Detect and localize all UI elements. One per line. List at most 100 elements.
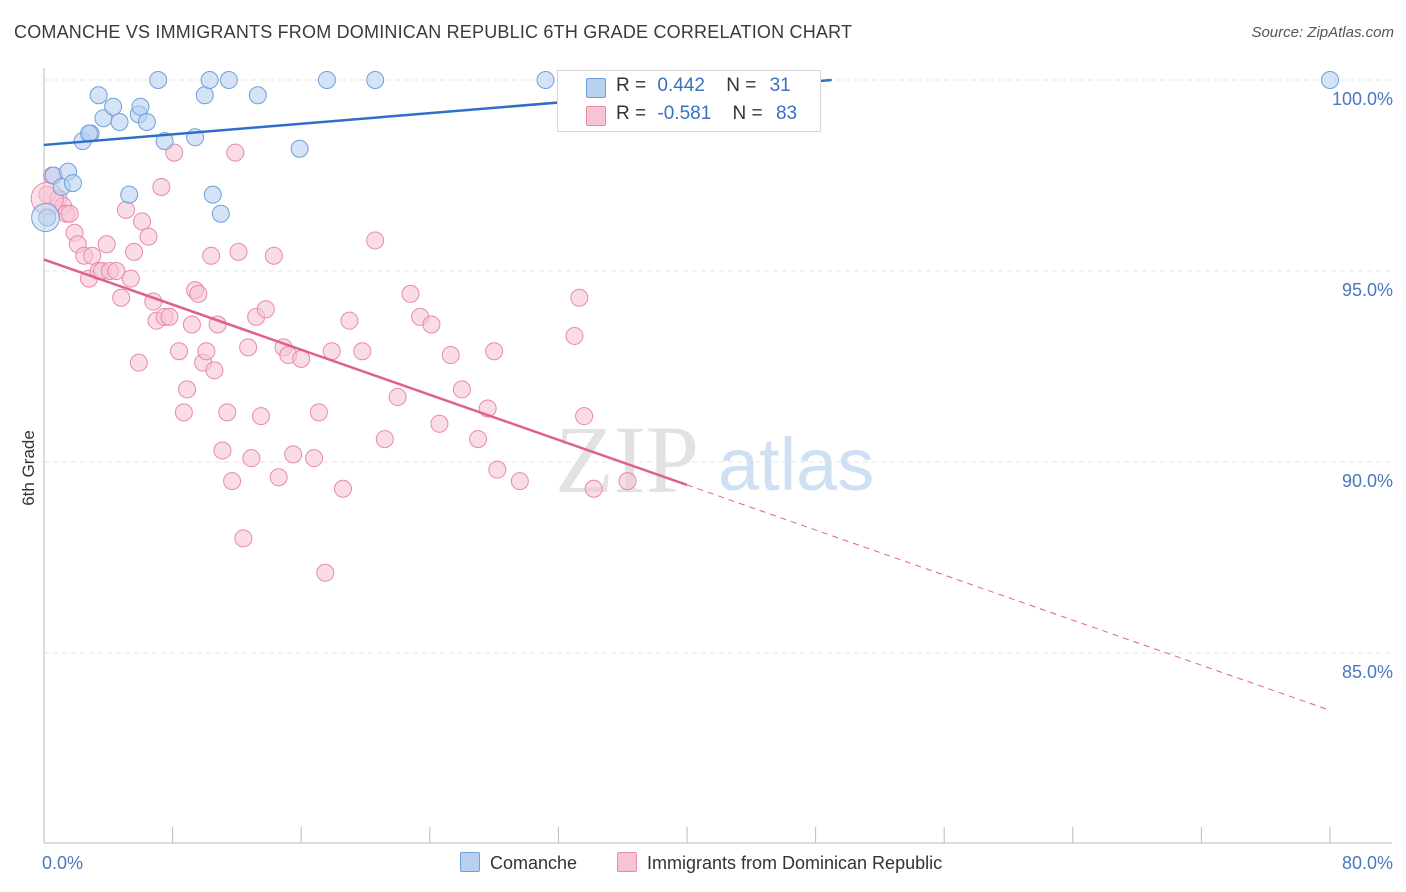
data-point-dominican	[182, 315, 201, 334]
data-point-dominican	[305, 449, 324, 468]
trend-line-dominican	[43, 258, 688, 487]
data-point-dominican	[202, 246, 221, 265]
r-label: R =	[616, 103, 647, 124]
data-point-dominican	[139, 227, 158, 246]
series-comanche-points	[31, 71, 1339, 233]
r-value: 0.442	[657, 75, 705, 96]
data-point-dominican	[133, 212, 152, 231]
data-point-comanche	[104, 97, 123, 116]
data-point-dominican	[510, 472, 529, 491]
data-point-dominican	[60, 204, 79, 223]
y-tick-label: 90.0%	[1342, 471, 1393, 491]
data-point-dominican	[584, 479, 603, 498]
data-point-comanche	[248, 86, 267, 105]
data-point-dominican	[565, 326, 584, 345]
data-point-dominican	[422, 315, 441, 334]
data-point-comanche	[219, 71, 238, 89]
source-label: Source: ZipAtlas.com	[1251, 24, 1394, 41]
y-tick-label: 85.0%	[1342, 662, 1393, 682]
legend-swatch-comanche	[586, 78, 606, 98]
data-point-dominican	[160, 307, 179, 326]
data-point-dominican	[333, 479, 352, 498]
stats-row-dominican: R = -0.581 N = 83	[586, 103, 797, 127]
data-point-dominican	[469, 430, 488, 449]
n-label: N =	[726, 75, 757, 96]
data-point-dominican	[218, 403, 237, 422]
watermark-zip: ZIP	[555, 406, 699, 513]
data-point-dominican	[366, 231, 385, 250]
tick-labels: 85.0% 90.0% 95.0% 100.0% 0.0% 80.0%	[42, 89, 1393, 873]
data-point-dominican	[223, 472, 242, 491]
stats-legend: R = 0.442 N = 31 R = -0.581 N = 83	[557, 70, 821, 132]
data-point-comanche	[155, 132, 174, 151]
data-point-dominican	[264, 246, 283, 265]
data-point-dominican	[485, 342, 504, 361]
data-point-comanche	[80, 124, 99, 143]
y-tick-label: 100.0%	[1332, 89, 1393, 109]
data-point-comanche	[317, 71, 336, 89]
data-point-dominican	[226, 143, 245, 162]
data-point-dominican	[242, 449, 261, 468]
stats-row-comanche: R = 0.442 N = 31	[586, 75, 791, 99]
data-point-dominican	[189, 284, 208, 303]
data-point-dominican	[353, 342, 372, 361]
data-point-dominican	[197, 342, 216, 361]
x-tick-label: 80.0%	[1342, 853, 1393, 873]
x-tick-label: 0.0%	[42, 853, 83, 873]
data-point-dominican	[170, 342, 189, 361]
data-point-comanche	[131, 97, 150, 116]
trend-lines	[43, 78, 1331, 711]
data-point-comanche	[195, 86, 214, 105]
data-point-dominican	[430, 414, 449, 433]
data-point-dominican	[165, 143, 184, 162]
data-point-dominican	[205, 361, 224, 380]
watermark-atlas: atlas	[718, 423, 874, 506]
data-point-comanche	[31, 203, 61, 233]
data-point-dominican	[441, 346, 460, 365]
data-point-dominican	[256, 300, 275, 319]
data-point-comanche	[137, 113, 156, 132]
data-point-dominican	[213, 441, 232, 460]
data-point-comanche	[200, 71, 219, 89]
data-point-dominican	[125, 242, 144, 261]
n-label: N =	[732, 103, 763, 124]
legend-item-dominican: Immigrants from Dominican Republic	[617, 852, 942, 878]
data-point-dominican	[252, 407, 271, 426]
data-point-comanche	[211, 204, 230, 223]
legend-swatch-dominican	[617, 852, 637, 872]
data-point-dominican	[97, 235, 116, 254]
data-point-dominican	[284, 445, 303, 464]
data-point-dominican	[107, 262, 126, 280]
data-point-dominican	[152, 177, 171, 196]
data-point-comanche	[1321, 71, 1339, 89]
data-point-comanche	[149, 71, 168, 89]
chart-title: COMANCHE VS IMMIGRANTS FROM DOMINICAN RE…	[14, 22, 853, 42]
legend-label-comanche: Comanche	[490, 853, 578, 873]
data-point-comanche	[120, 185, 139, 204]
data-point-comanche	[89, 86, 108, 105]
data-point-dominican	[316, 563, 335, 582]
data-point-dominican	[116, 200, 135, 219]
data-point-dominican	[575, 407, 594, 426]
data-point-comanche	[290, 139, 309, 158]
n-value: 31	[769, 75, 791, 96]
y-axis-label: 6th Grade	[19, 430, 38, 506]
trend-line-dominican-extension	[686, 484, 1331, 711]
n-value: 83	[775, 103, 798, 124]
watermark: ZIP atlas	[555, 406, 874, 513]
data-point-dominican	[309, 403, 328, 422]
data-point-dominican	[340, 311, 359, 330]
data-point-comanche	[110, 113, 129, 132]
data-point-dominican	[570, 288, 589, 307]
data-point-dominican	[129, 353, 148, 372]
data-point-dominican	[229, 242, 248, 261]
gridlines	[44, 79, 1392, 654]
series-dominican-points	[30, 143, 637, 582]
data-point-dominican	[234, 529, 253, 548]
legend-label-dominican: Immigrants from Dominican Republic	[647, 853, 943, 873]
data-point-comanche	[63, 174, 82, 193]
data-point-comanche	[536, 71, 555, 89]
data-point-dominican	[121, 269, 140, 288]
data-point-comanche	[203, 185, 222, 204]
